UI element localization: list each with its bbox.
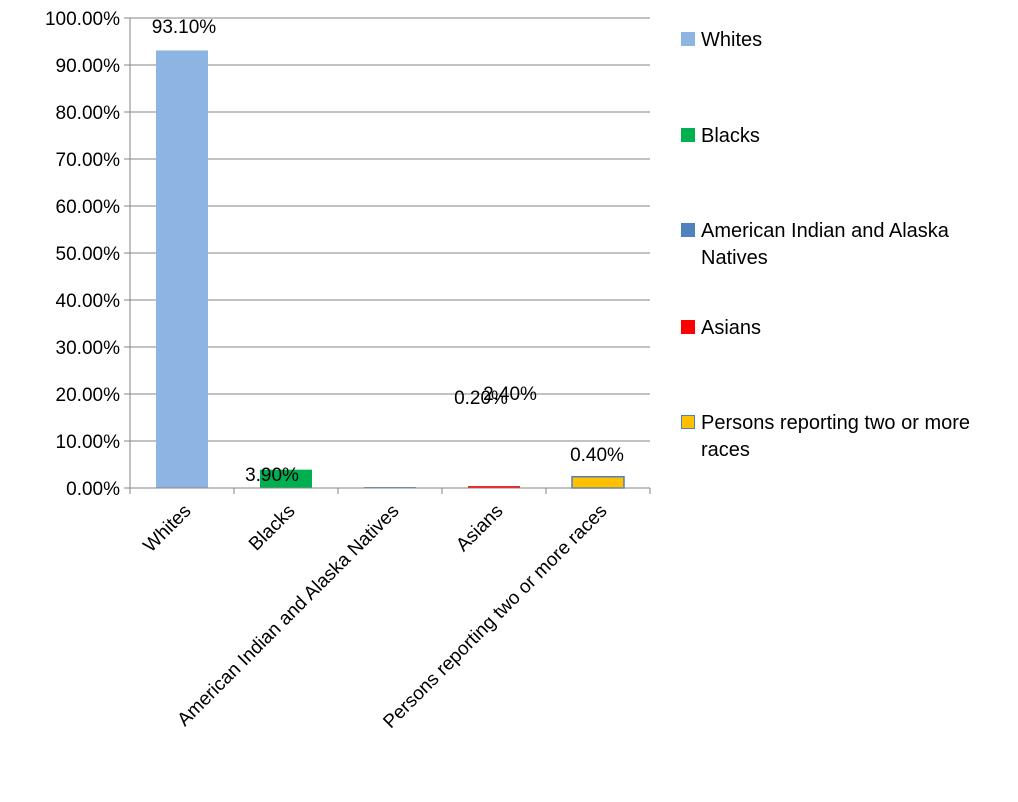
data-label: 3.90% — [245, 465, 299, 486]
x-category-label: American Indian and Alaska Natives — [174, 501, 404, 731]
legend-label: American Indian and Alaska Natives — [701, 220, 949, 269]
data-label: 93.10% — [152, 17, 217, 38]
legend-swatch — [681, 320, 695, 334]
legend-label: Blacks — [701, 125, 760, 147]
bar-whites — [156, 50, 208, 489]
legend-item: Asians — [681, 315, 1001, 342]
legend-label: Persons reporting two or more races — [701, 412, 971, 461]
data-labels: 93.10% 3.90% 0.20% 0.40% 2.40% — [152, 17, 624, 486]
y-tick-label: 100.00% — [45, 9, 120, 30]
legend-swatch — [681, 415, 695, 429]
legend-item: Whites — [681, 27, 1001, 54]
x-category-label: Persons reporting two or more races — [379, 501, 611, 733]
gridlines — [130, 17, 650, 442]
y-tick-label: 40.00% — [56, 291, 121, 312]
data-label: 0.20% — [454, 388, 508, 409]
legend: Whites Blacks American Indian and Alaska N… — [681, 0, 1016, 520]
y-tick-label: 20.00% — [56, 385, 121, 406]
legend-swatch — [681, 32, 695, 46]
legend-item: American Indian and Alaska Natives — [681, 218, 1001, 272]
legend-item: Persons reporting two or more races — [681, 410, 1001, 464]
legend-swatch — [681, 223, 695, 237]
data-label: 2.40% — [483, 384, 537, 405]
bar-asians — [468, 486, 520, 488]
y-axis-tick-labels: 0.00% 10.00% 20.00% 30.00% 40.00% 50.00% 60.00… — [45, 9, 120, 500]
y-tick-label: 10.00% — [56, 432, 121, 453]
y-tick-label: 50.00% — [56, 244, 121, 265]
x-category-label: Asians — [452, 501, 507, 556]
bar-blacks — [260, 469, 312, 488]
x-category-label: Blacks — [245, 501, 299, 555]
legend-label: Whites — [701, 29, 763, 51]
data-label: 0.40% — [570, 445, 624, 466]
legend-label: Asians — [701, 317, 762, 339]
x-category-label: Whites — [140, 501, 196, 557]
y-tick-label: 70.00% — [56, 150, 121, 171]
axes — [124, 17, 651, 494]
y-tick-label: 0.00% — [66, 479, 120, 500]
legend-item: Blacks — [681, 123, 1001, 150]
y-tick-label: 60.00% — [56, 197, 121, 218]
y-tick-label: 90.00% — [56, 56, 121, 77]
bar-persons-reporting-two-or-more-races — [571, 475, 625, 489]
y-tick-label: 80.00% — [56, 103, 121, 124]
bars — [156, 50, 625, 489]
bar-chart: 0.00% 10.00% 20.00% 30.00% 40.00% 50.00% 60.00… — [45, 9, 651, 733]
y-tick-label: 30.00% — [56, 338, 121, 359]
legend-swatch — [681, 128, 695, 142]
